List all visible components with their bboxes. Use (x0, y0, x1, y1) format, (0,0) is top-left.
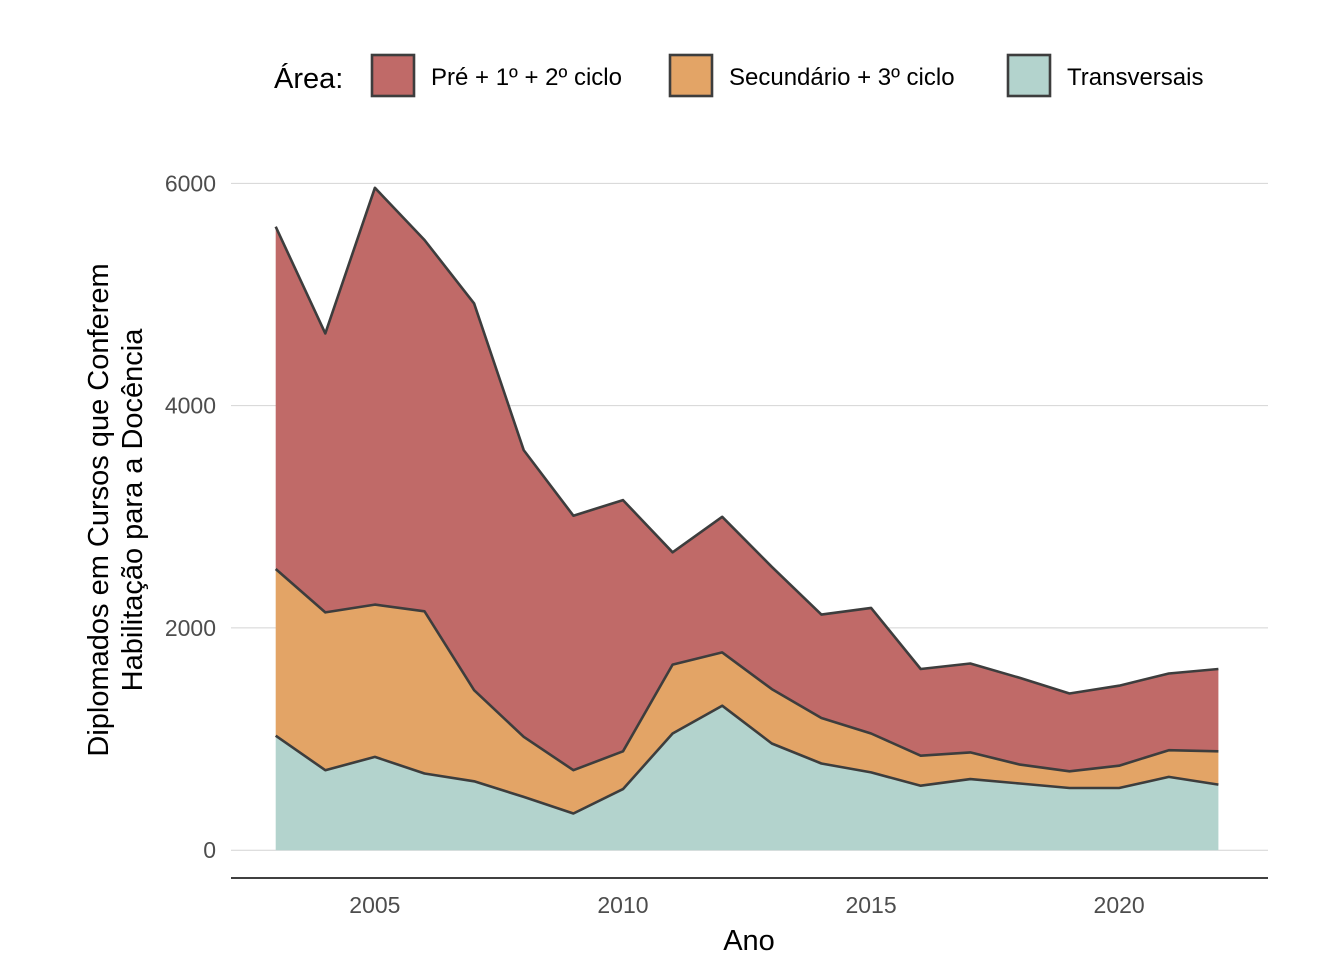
x-tick-label-2020: 2020 (1094, 892, 1145, 918)
y-axis-title-line-1: Diplomados em Cursos que Conferem (83, 263, 115, 756)
y-axis-title-line-2: Habilitação para a Docência (117, 328, 149, 692)
x-tick-label-2015: 2015 (845, 892, 896, 918)
x-tick-label-2010: 2010 (597, 892, 648, 918)
legend-title: Área: (274, 62, 343, 95)
area-secund-rio-3-ciclo (275, 569, 1219, 814)
y-tick-label-0: 0 (203, 837, 216, 863)
y-axis-title: Diplomados em Cursos que Conferem Habili… (83, 263, 149, 756)
legend: Área: Pré + 1º + 2º ciclo Secundário + 3º… (274, 53, 1203, 98)
legend-key-transversais (1006, 53, 1052, 98)
outline-pr-1-2-ciclo (274, 186, 1219, 695)
y-tick-label-2000: 2000 (165, 615, 216, 641)
x-axis-title: Ano (723, 925, 775, 957)
series-outlines (274, 186, 1219, 815)
y-tick-label-6000: 6000 (165, 170, 216, 196)
x-tick-label-2005: 2005 (349, 892, 400, 918)
legend-label-transversais: Transversais (1067, 64, 1203, 91)
outline-transversais (274, 704, 1219, 815)
y-tick-label-4000: 4000 (165, 393, 216, 419)
x-axis: 2005 2010 2015 2020 (231, 877, 1268, 918)
legend-label-pr-1-2-ciclo: Pré + 1º + 2º ciclo (431, 64, 622, 91)
y-axis: 0 2000 4000 6000 (165, 170, 216, 863)
legend-key-secund-rio-3-ciclo (668, 53, 714, 98)
outline-secund-rio-3-ciclo (274, 568, 1219, 773)
area-transversais (275, 705, 1219, 851)
area-series (275, 187, 1219, 851)
area-pr-1-2-ciclo (275, 187, 1219, 772)
legend-key-pr-1-2-ciclo (370, 53, 416, 98)
legend-label-secund-rio-3-ciclo: Secundário + 3º ciclo (729, 64, 955, 91)
